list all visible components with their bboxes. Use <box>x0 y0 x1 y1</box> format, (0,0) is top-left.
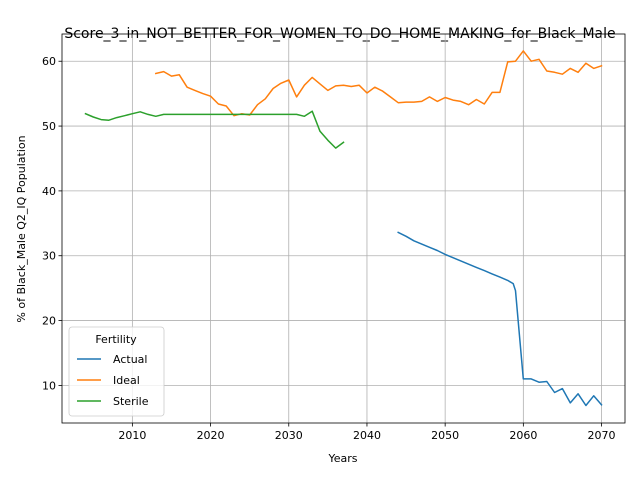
y-axis-ticks: 10 20 30 40 50 60 <box>42 55 62 392</box>
y-tick-label: 30 <box>42 250 56 263</box>
series-line-actual <box>397 231 603 407</box>
x-tick-label: 2050 <box>431 429 459 442</box>
x-tick-label: 2070 <box>588 429 616 442</box>
legend-box <box>68 326 165 417</box>
x-tick-label: 2040 <box>353 429 381 442</box>
legend-label-sterile: Sterile <box>113 395 149 408</box>
x-axis-ticks: 2010 2020 2030 2040 2050 2060 2070 <box>118 423 616 442</box>
legend-title: Fertility <box>95 333 137 346</box>
plot-area-frame <box>61 33 626 424</box>
series-line-ideal <box>154 50 603 117</box>
grid-lines <box>62 34 625 423</box>
y-tick-label: 50 <box>42 120 56 133</box>
y-tick-label: 60 <box>42 55 56 68</box>
y-tick-label: 10 <box>42 379 56 392</box>
x-tick-label: 2030 <box>275 429 303 442</box>
x-tick-label: 2010 <box>118 429 146 442</box>
x-tick-label: 2020 <box>197 429 225 442</box>
legend-label-actual: Actual <box>113 353 147 366</box>
legend: Fertility Actual Ideal Sterile <box>68 326 165 417</box>
y-tick-label: 40 <box>42 185 56 198</box>
x-axis-label: Years <box>327 452 357 465</box>
legend-label-ideal: Ideal <box>113 374 140 387</box>
y-axis-label: % of Black_Male Q2_IQ Population <box>15 135 28 322</box>
y-tick-label: 20 <box>42 315 56 328</box>
legend-items: Actual Ideal Sterile <box>77 353 149 408</box>
x-tick-label: 2060 <box>509 429 537 442</box>
series-layer <box>84 50 603 407</box>
series-line-sterile <box>84 110 345 149</box>
